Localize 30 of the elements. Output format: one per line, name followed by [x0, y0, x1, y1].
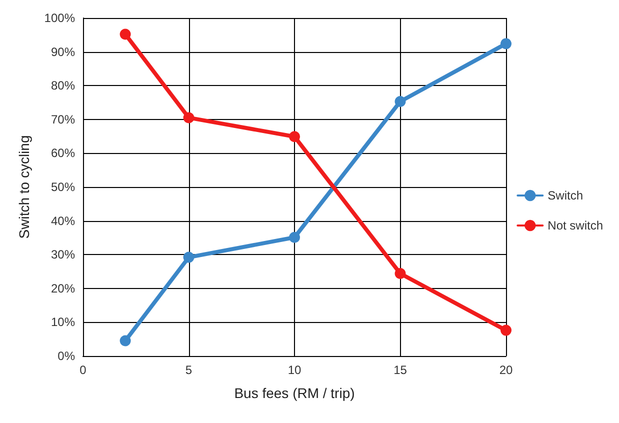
point [289, 232, 300, 243]
x-axis-title: Bus fees (RM / trip) [234, 385, 355, 401]
legend-label: Not switch [548, 218, 604, 232]
point [183, 112, 194, 124]
y-tick-label: 100% [44, 11, 76, 25]
x-tick-label: 0 [80, 363, 87, 377]
x-tick-label: 10 [288, 363, 302, 377]
legend-label: Switch [548, 188, 583, 202]
y-tick-label: 30% [50, 248, 76, 262]
y-tick-label: 80% [50, 78, 76, 93]
point [394, 268, 406, 280]
point [289, 131, 300, 142]
y-tick-label: 40% [50, 214, 76, 228]
x-tick-label: 5 [185, 363, 192, 377]
point [500, 38, 512, 50]
y-tick-label: 20% [50, 281, 76, 296]
y-tick-label: 0% [58, 349, 76, 363]
y-tick-label: 90% [50, 44, 76, 59]
point [120, 28, 131, 40]
y-tick-label: 50% [50, 180, 76, 194]
point [120, 335, 131, 346]
y-tick-label: 60% [50, 146, 76, 160]
y-tick-label: 70% [50, 112, 76, 126]
y-tick-label: 10% [50, 315, 76, 330]
y-axis-title: Switch to cycling [16, 135, 32, 239]
point [500, 324, 512, 336]
x-tick-label: 20 [499, 363, 513, 377]
point [183, 252, 194, 263]
point [394, 96, 406, 107]
x-tick-label: 15 [394, 363, 408, 377]
